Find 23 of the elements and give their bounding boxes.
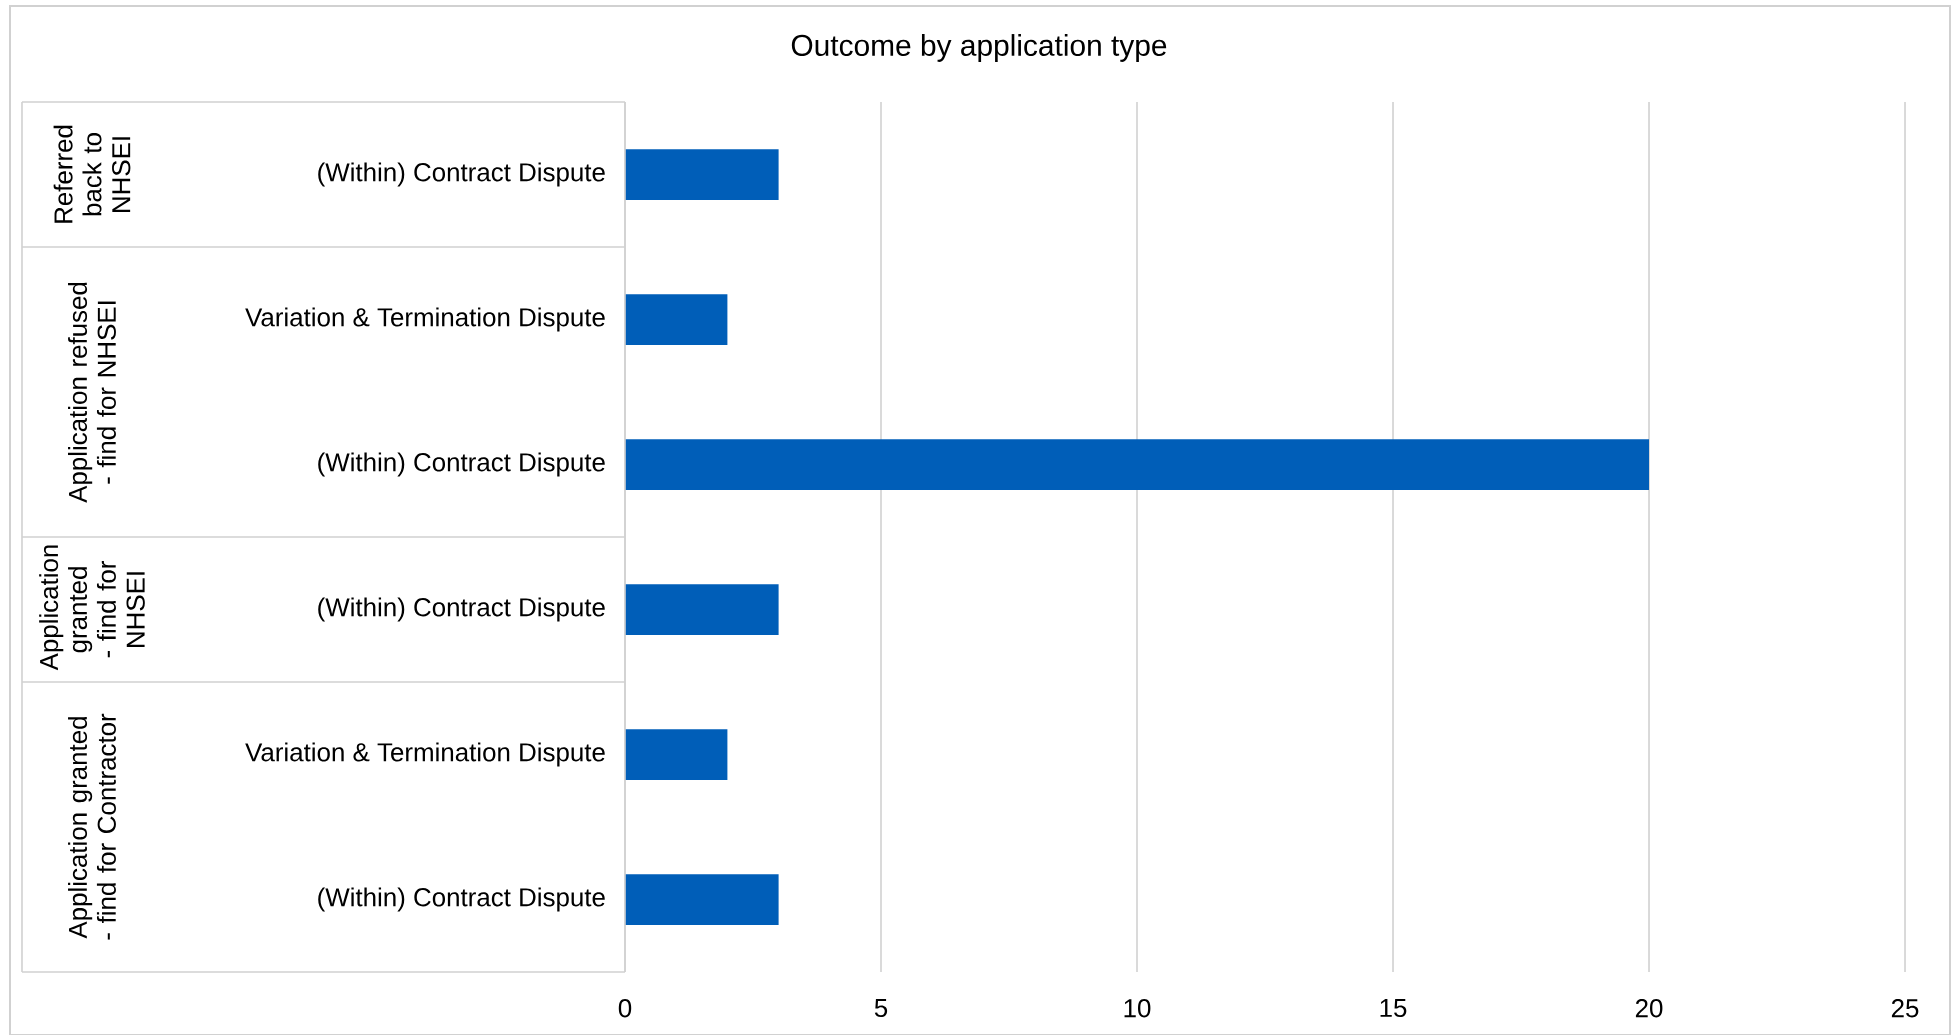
text: Application granted - find for NHSEI xyxy=(39,545,145,671)
y-tick-label: (Within) Contract Dispute xyxy=(318,597,605,622)
x-tick-label: 25 xyxy=(1891,999,1919,1018)
text: Referred back to NHSEI xyxy=(53,125,131,223)
text: Application refused - find for NHSEI xyxy=(68,282,116,503)
bar xyxy=(624,729,728,780)
x-tick-label: 10 xyxy=(1124,999,1151,1018)
x-tick-label: 15 xyxy=(1380,999,1407,1018)
bar xyxy=(624,584,779,635)
y-tick-label: Variation & Termination Dispute xyxy=(245,742,605,767)
x-tick-label: 5 xyxy=(874,999,888,1018)
x-tick-label: 20 xyxy=(1635,999,1663,1018)
x-tick-label: 0 xyxy=(618,999,632,1018)
y-tick-label: (Within) Contract Dispute xyxy=(318,452,605,477)
chart-title: Outcome by application type xyxy=(791,34,1167,62)
bar xyxy=(624,874,779,925)
bar xyxy=(624,294,728,345)
text: Application granted - find for Contractor xyxy=(68,713,116,940)
y-tick-label: (Within) Contract Dispute xyxy=(318,162,605,187)
y-tick-label: (Within) Contract Dispute xyxy=(318,887,605,912)
bar xyxy=(624,149,779,200)
y-tick-label: Variation & Termination Dispute xyxy=(245,307,605,332)
bar xyxy=(624,439,1650,490)
